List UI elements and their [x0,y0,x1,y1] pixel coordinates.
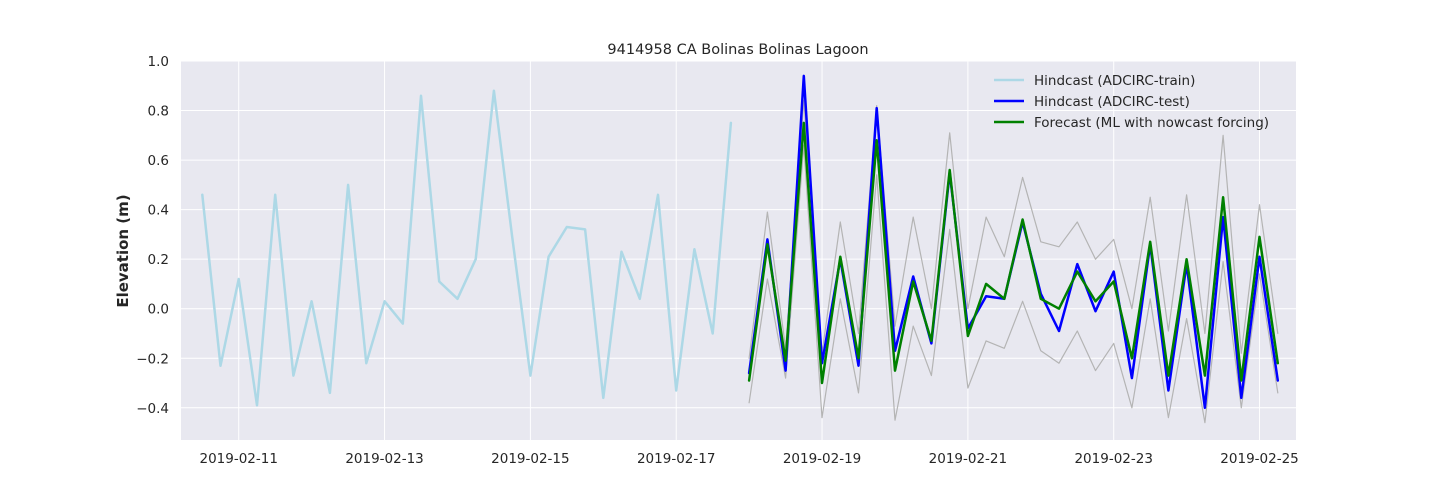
y-tick-labels: −0.4 −0.2 0.0 0.2 0.4 0.6 0.8 1.0 [136,54,169,417]
uncertainty-bound-line [748,144,1279,424]
x-tick-label: 2019-02-25 [1220,451,1298,467]
x-tick-labels: 2019-02-11 2019-02-13 2019-02-15 2019-02-17… [199,451,1298,467]
y-tick-label: 0.2 [148,252,169,268]
chart-title: 9414958 CA Bolinas Bolinas Lagoon [607,42,868,58]
legend-label: Hindcast (ADCIRC-train) [1034,73,1195,89]
series-layer [201,74,1280,424]
x-tick-label: 2019-02-15 [491,451,569,467]
x-tick-label: 2019-02-17 [637,451,715,467]
y-axis-label: Elevation (m) [114,194,132,307]
legend: Hindcast (ADCIRC-train) Hindcast (ADCIRC-… [994,73,1269,131]
legend-label: Hindcast (ADCIRC-test) [1034,94,1190,110]
plot-background [181,61,1296,440]
uncertainty-bound-line [748,99,1279,359]
y-tick-label: 0.4 [148,203,169,219]
x-tick-label: 2019-02-19 [783,451,861,467]
series-line [747,121,1280,385]
legend-label: Forecast (ML with nowcast forcing) [1034,115,1269,131]
series-line [201,89,733,407]
y-tick-label: 0.0 [148,302,169,318]
y-tick-label: −0.2 [136,351,169,367]
grid-lines [181,60,1296,440]
y-tick-label: 0.6 [148,153,169,169]
x-tick-label: 2019-02-11 [199,451,277,467]
y-tick-label: −0.4 [136,401,169,417]
y-tick-label: 0.8 [148,104,169,120]
x-tick-label: 2019-02-21 [929,451,1007,467]
x-tick-label: 2019-02-23 [1074,451,1152,467]
x-tick-label: 2019-02-13 [345,451,423,467]
y-tick-label: 1.0 [148,54,169,70]
